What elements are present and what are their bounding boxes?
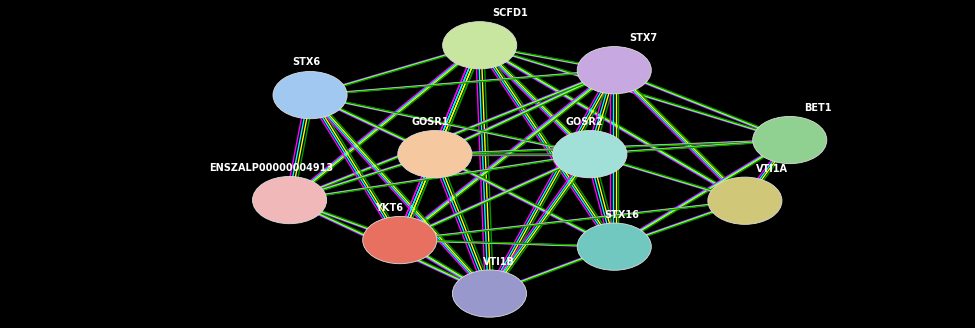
Ellipse shape <box>577 47 651 94</box>
Ellipse shape <box>363 216 437 264</box>
Ellipse shape <box>553 131 627 178</box>
Ellipse shape <box>273 72 347 119</box>
Ellipse shape <box>577 223 651 270</box>
Text: VTI1A: VTI1A <box>756 164 788 174</box>
Ellipse shape <box>398 131 472 178</box>
Text: GOSR1: GOSR1 <box>411 117 449 127</box>
Text: YKT6: YKT6 <box>375 203 404 213</box>
Text: STX6: STX6 <box>292 57 321 67</box>
Ellipse shape <box>708 177 782 224</box>
Ellipse shape <box>452 270 526 317</box>
Text: STX16: STX16 <box>604 210 640 220</box>
Text: VTI1B: VTI1B <box>483 257 515 267</box>
Text: GOSR2: GOSR2 <box>566 117 604 127</box>
Ellipse shape <box>753 116 827 164</box>
Text: ENSZALP00000004913: ENSZALP00000004913 <box>210 163 333 173</box>
Ellipse shape <box>253 176 327 224</box>
Text: SCFD1: SCFD1 <box>492 8 528 18</box>
Text: BET1: BET1 <box>804 103 832 113</box>
Text: STX7: STX7 <box>629 33 657 43</box>
Ellipse shape <box>443 22 517 69</box>
